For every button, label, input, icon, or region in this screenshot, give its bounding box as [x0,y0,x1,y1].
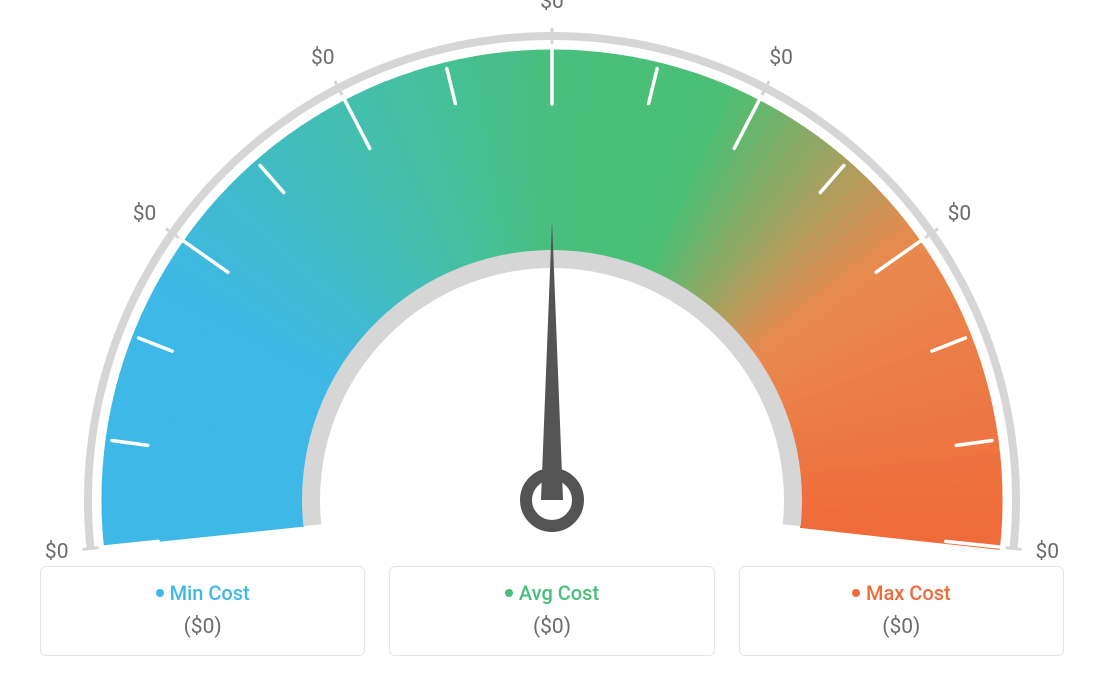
legend-label-max: Max Cost [866,581,951,605]
legend-dot-max [852,589,860,597]
legend-title-avg: Avg Cost [400,581,703,605]
legend-dot-min [156,589,164,597]
legend-card-min: Min Cost ($0) [40,566,365,656]
legend-dot-avg [505,589,513,597]
legend-value-max: ($0) [750,615,1053,639]
gauge-tick-label: $0 [948,202,972,226]
gauge-svg [0,0,1104,560]
gauge-chart: $0$0$0$0$0$0$0 [0,0,1104,560]
legend-row: Min Cost ($0) Avg Cost ($0) Max Cost ($0… [0,566,1104,656]
legend-value-min: ($0) [51,615,354,639]
legend-label-min: Min Cost [170,581,250,605]
gauge-tick-label: $0 [45,540,69,564]
gauge-tick-label: $0 [540,0,564,14]
legend-value-avg: ($0) [400,615,703,639]
legend-label-avg: Avg Cost [519,581,599,605]
legend-card-avg: Avg Cost ($0) [389,566,714,656]
gauge-tick-label: $0 [133,202,157,226]
gauge-tick-label: $0 [1035,540,1059,564]
gauge-tick-label: $0 [311,46,335,70]
legend-card-max: Max Cost ($0) [739,566,1064,656]
legend-title-max: Max Cost [750,581,1053,605]
gauge-tick-label: $0 [769,46,793,70]
legend-title-min: Min Cost [51,581,354,605]
